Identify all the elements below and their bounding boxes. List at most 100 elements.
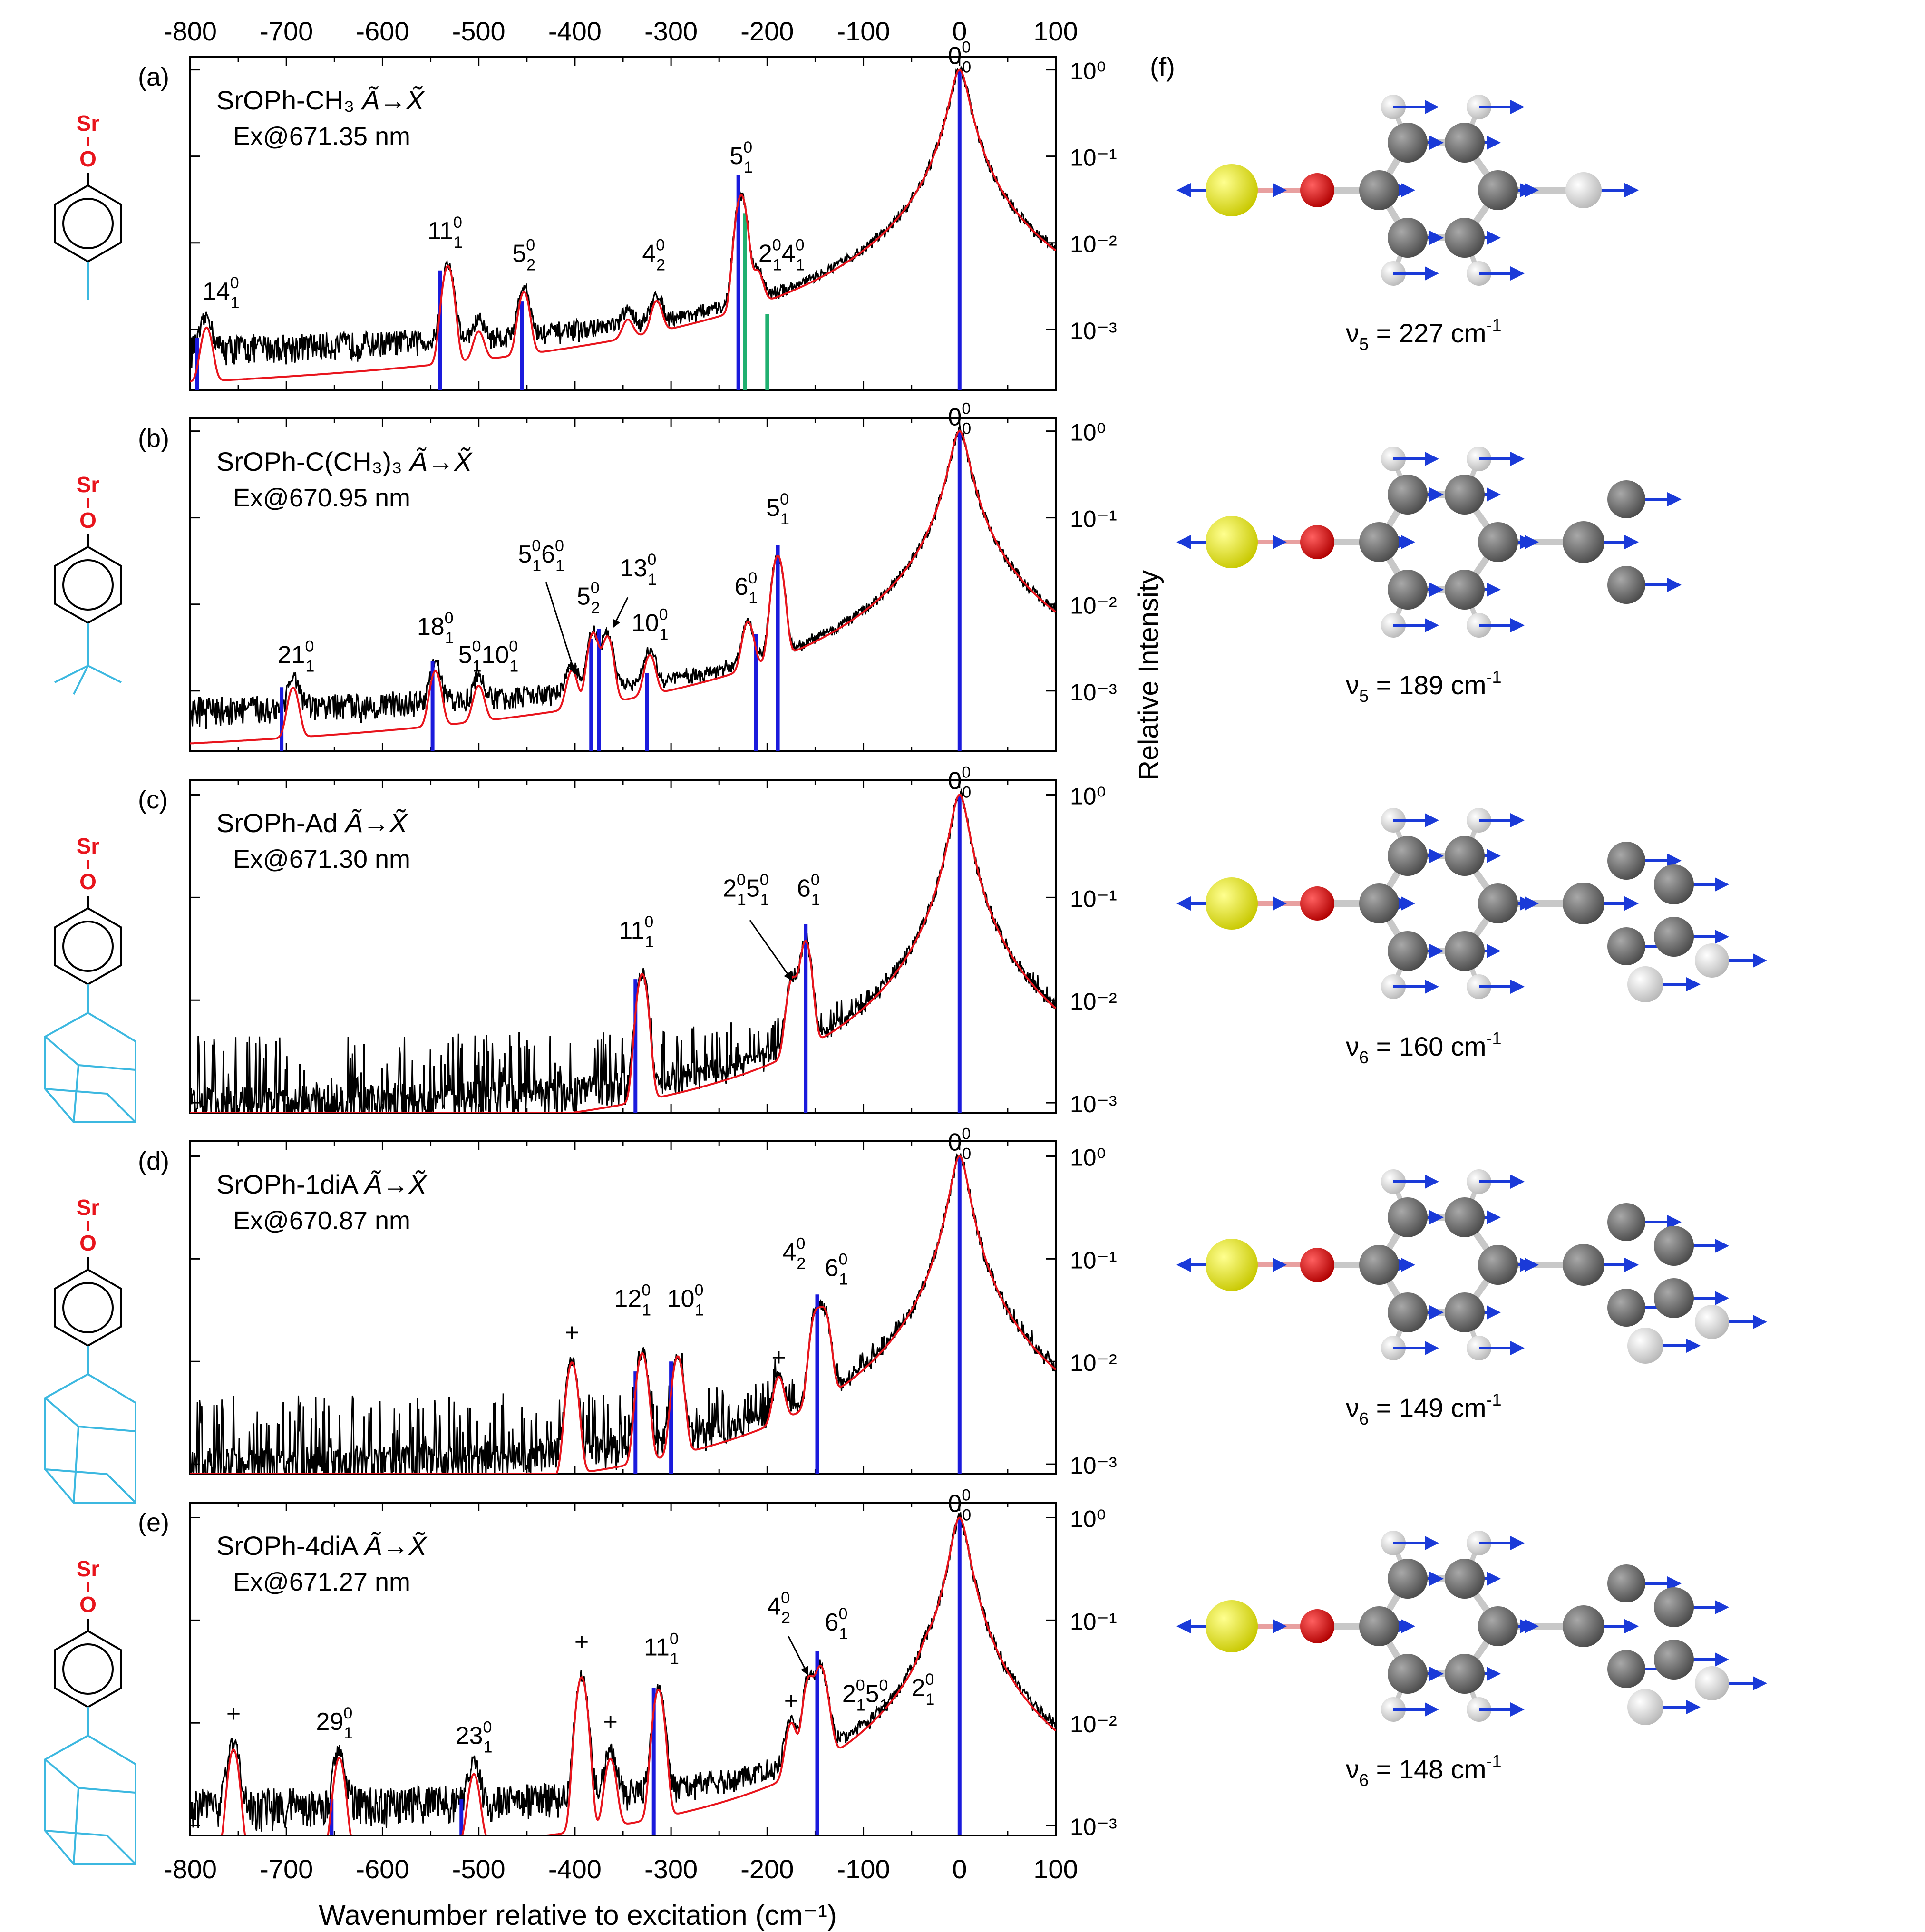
- substituent-atom: [1563, 521, 1604, 563]
- substituent-atom: [1565, 172, 1602, 208]
- carbon-atom: [1445, 475, 1485, 515]
- carbon-atom: [1445, 570, 1485, 610]
- y-tick-label: 10⁻¹: [1070, 506, 1117, 533]
- substituent-atom: [1654, 917, 1694, 957]
- peak-label: 20 150 1: [842, 1677, 889, 1715]
- o-atom: [1300, 525, 1334, 559]
- carbon-atom: [1445, 1197, 1485, 1237]
- panel-label-f: (f): [1150, 52, 1175, 82]
- panel-title: SrOPh-1diA Ã→X̃: [216, 1169, 428, 1199]
- x-tick-label: -600: [356, 16, 409, 46]
- sr-atom: [1206, 1600, 1258, 1652]
- peak-label: +: [565, 1319, 579, 1347]
- peak-label: +: [226, 1700, 241, 1728]
- substituent-atom: [1563, 1605, 1604, 1647]
- y-tick-label: 10⁻³: [1070, 1091, 1117, 1117]
- sr-atom: [1206, 877, 1258, 930]
- peak-label: 290 1: [316, 1704, 353, 1742]
- peak-label: +: [771, 1344, 786, 1371]
- tbutyl-group: [54, 665, 88, 683]
- peak-label: +: [784, 1687, 798, 1715]
- mode-frequency-label: ν6 = 148 cm-1: [1346, 1751, 1502, 1790]
- substituent-atom: [1607, 1203, 1645, 1241]
- x-tick-label: -300: [644, 16, 698, 46]
- mode-illustration: ν6 = 148 cm-1: [1176, 1531, 1767, 1790]
- substituent-atom: [1607, 1650, 1645, 1688]
- mode-frequency-label: ν6 = 149 cm-1: [1346, 1390, 1502, 1428]
- peak-label: 210 1: [278, 637, 315, 675]
- structure-c: Sr O: [44, 834, 136, 1123]
- substituent-atom: [1695, 1305, 1729, 1339]
- substituent-atom: [1607, 1564, 1645, 1602]
- x-tick-label: -100: [837, 1854, 890, 1884]
- peak-label: 130 1: [620, 551, 657, 589]
- x-tick-label: -800: [164, 16, 217, 46]
- carbon-atom: [1359, 170, 1399, 210]
- x-tick-label: 0: [952, 1854, 967, 1884]
- y-tick-label: 10⁻¹: [1070, 1608, 1117, 1635]
- x-axis-label: Wavenumber relative to excitation (cm⁻¹): [319, 1899, 837, 1931]
- excitation-label: Ex@670.95 nm: [233, 484, 410, 512]
- peak-label: 60 1: [825, 1605, 848, 1643]
- fit-curve: [190, 1155, 1056, 1474]
- aromatic-circle: [62, 1643, 114, 1695]
- excitation-label: Ex@671.30 nm: [233, 845, 410, 874]
- spectrum-trace: [190, 788, 1056, 1113]
- y-axis-label: Relative Intensity: [1133, 570, 1164, 780]
- excitation-label: Ex@670.87 nm: [233, 1206, 410, 1235]
- substituent-atom: [1627, 1689, 1663, 1725]
- fit-curve: [190, 68, 1056, 383]
- y-tick-label: 10⁻¹: [1070, 885, 1117, 912]
- sr-label: Sr: [77, 834, 100, 858]
- cage-group: [44, 1734, 136, 1865]
- peak-label: 40 2: [767, 1589, 790, 1627]
- cage-group: [44, 1011, 136, 1123]
- y-tick-label: 10⁻²: [1070, 1711, 1117, 1738]
- aromatic-circle: [62, 921, 114, 972]
- x-tick-labels-bottom: -800 -700 -600 -500 -400 -300 -200 -100 0 100: [164, 1854, 1078, 1884]
- carbon-atom: [1388, 123, 1428, 163]
- peak-label: +: [603, 1708, 618, 1736]
- peak-label: 140 1: [203, 274, 240, 312]
- o-label: O: [79, 1592, 97, 1617]
- carbon-atom: [1445, 931, 1485, 971]
- carbon-atom: [1478, 1606, 1518, 1646]
- y-tick-label: 10⁻¹: [1070, 1247, 1117, 1273]
- carbon-atom: [1388, 218, 1428, 258]
- y-tick-label: 10⁻³: [1070, 1814, 1117, 1840]
- o-atom: [1300, 1248, 1334, 1282]
- substituent-atom: [1607, 1289, 1645, 1327]
- annotation-arrow: [612, 597, 629, 629]
- y-tick-label: 10⁻²: [1070, 1349, 1117, 1376]
- x-tick-label: -300: [644, 1854, 698, 1884]
- x-tick-label: 0: [952, 16, 967, 46]
- panel-d: 10⁰ 10⁻¹ 10⁻² 10⁻³ (d) SrOPh-1diA Ã→X̃ Ex@670.…: [138, 1125, 1117, 1479]
- carbon-atom: [1388, 1197, 1428, 1237]
- carbon-atom: [1359, 1245, 1399, 1285]
- carbon-atom: [1445, 218, 1485, 258]
- peak-label: 00 0: [948, 764, 971, 802]
- sr-atom: [1206, 516, 1258, 568]
- panel-label: (b): [138, 424, 169, 453]
- x-tick-label: -800: [164, 1854, 217, 1884]
- mode-frequency-label: ν5 = 189 cm-1: [1346, 667, 1502, 706]
- substituent-atom: [1654, 1587, 1694, 1627]
- sr-atom: [1206, 1239, 1258, 1291]
- carbon-atom: [1445, 123, 1485, 163]
- sr-atom: [1206, 164, 1258, 216]
- o-atom: [1300, 1609, 1334, 1643]
- peak-label: 00 0: [948, 1125, 971, 1163]
- carbon-atom: [1388, 570, 1428, 610]
- substituent-atom: [1607, 927, 1645, 965]
- x-tick-label: -700: [260, 16, 313, 46]
- structure-e: Sr O: [44, 1556, 136, 1865]
- tbutyl-group: [88, 665, 122, 683]
- o-atom: [1300, 886, 1334, 921]
- peak-label: 60 1: [825, 1250, 848, 1288]
- excitation-label: Ex@671.27 nm: [233, 1568, 410, 1596]
- spectrum-trace: [190, 66, 1056, 368]
- aromatic-circle: [62, 198, 114, 249]
- x-tick-label: -600: [356, 1854, 409, 1884]
- panel-label: (d): [138, 1147, 169, 1175]
- benzene-ring: [54, 1630, 122, 1709]
